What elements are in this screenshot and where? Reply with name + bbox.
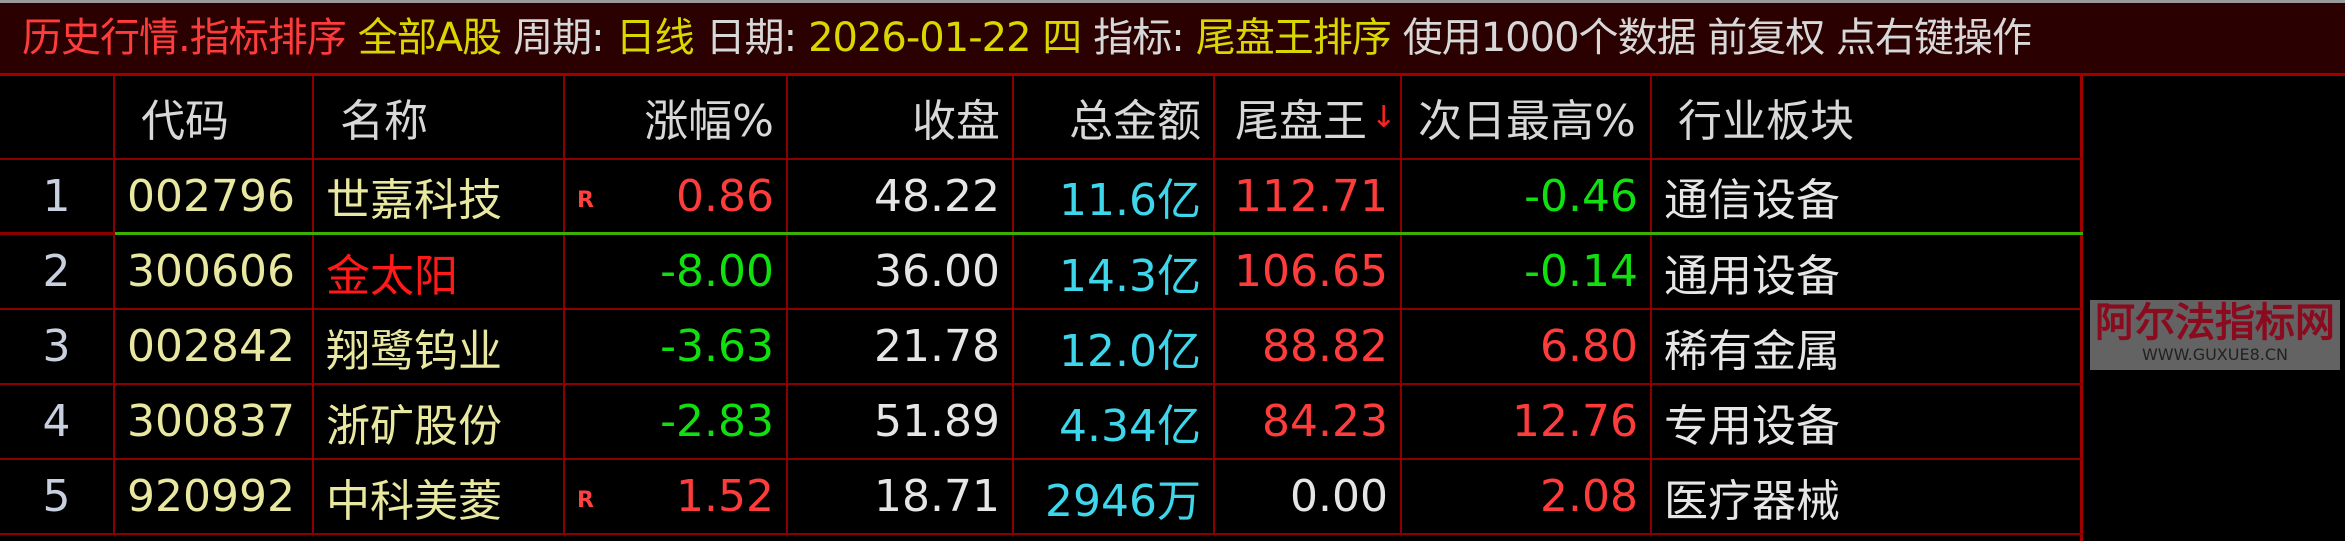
ranking-table: 代码 名称 涨幅% 收盘 总金额 尾盘王 ↓ 次日最高% 行业板块 1 002796… [0,76,2083,541]
close-price: 36.00 [788,235,1014,308]
stock-code: 002796 [115,160,314,232]
margin-r-badge: R [577,488,594,513]
change-pct: -8.00 [565,235,788,308]
indicator-label: 指标: [1093,15,1184,61]
total-amount: 2946万 [1014,460,1215,533]
stock-code: 300837 [115,385,314,458]
row-index: 3 [0,310,115,383]
arrow-down-icon: ↓ [1371,99,1397,135]
change-pct-value: -2.83 [660,396,774,447]
row-index: 4 [0,385,115,458]
next-high-pct: 2.08 [1402,460,1652,533]
industry: 通信设备 [1664,175,1840,226]
table-row[interactable]: 3 002842 翔鹭钨业 -3.63 21.78 12.0亿 88.82 6.80 稀有金属 [0,310,2083,385]
header-next-high[interactable]: 次日最高% [1402,76,1652,158]
total-amount: 14.3亿 [1014,235,1215,308]
watermark: 阿尔法指标网 WWW.GUXUE8.CN [2090,300,2340,370]
close-price: 48.22 [788,160,1014,232]
table-row[interactable]: 5 920992 中科美菱 R 1.52 18.71 2946万 0.00 2.08 医疗器械 [0,460,2083,535]
info-text: 使用1000个数据 前复权 点右键操作 [1402,15,2032,61]
next-high-pct: -0.14 [1402,235,1652,308]
header-amount[interactable]: 总金额 [1014,76,1215,158]
total-amount: 11.6亿 [1014,160,1215,232]
wpw-value: 88.82 [1215,310,1402,383]
stock-name: 金太阳 [314,235,565,308]
title-bar: 历史行情.指标排序 全部A股 周期: 日线 日期: 2026-01-22 四指标: 尾盘王排… [0,0,2345,76]
header-change[interactable]: 涨幅% [565,76,788,158]
market-selector[interactable]: 全部A股 [357,15,502,61]
close-price: 21.78 [788,310,1014,383]
close-price: 18.71 [788,460,1014,533]
table-row[interactable]: 1 002796 世嘉科技 R 0.86 48.22 11.6亿 112.71 -0.46 通信设… [0,160,2083,235]
stock-name: 浙矿股份 [314,385,565,458]
header-industry[interactable]: 行业板块 [1678,96,1854,147]
industry: 通用设备 [1664,250,1840,302]
header-code[interactable]: 代码 [115,76,314,158]
period-value[interactable]: 日线 [615,15,695,61]
total-amount: 4.34亿 [1014,385,1215,458]
stock-name: 中科美菱 [314,460,565,533]
change-pct: -3.63 [565,310,788,383]
margin-r-badge: R [577,188,594,213]
change-pct-value: 0.86 [676,170,774,222]
stock-name: 世嘉科技 [314,160,565,232]
table-row[interactable]: 4 300837 浙矿股份 -2.83 51.89 4.34亿 84.23 12.76 专用设备 [0,385,2083,460]
industry: 医疗器械 [1664,475,1840,527]
stock-code: 920992 [115,460,314,533]
total-amount: 12.0亿 [1014,310,1215,383]
header-wpw-label: 尾盘王 [1235,96,1367,147]
industry: 稀有金属 [1664,325,1840,377]
row-index: 2 [0,235,115,308]
stock-code: 300606 [115,235,314,308]
change-pct: R 1.52 [565,460,788,533]
change-pct-value: -3.63 [660,321,774,372]
table-row[interactable]: 2 300606 金太阳 -8.00 36.00 14.3亿 106.65 -0.14 通用设备 [0,235,2083,310]
header-index [0,76,115,158]
change-pct: -2.83 [565,385,788,458]
next-high-pct: 6.80 [1402,310,1652,383]
header-close[interactable]: 收盘 [788,76,1014,158]
header-name[interactable]: 名称 [314,76,565,158]
close-price: 51.89 [788,385,1014,458]
next-high-pct: -0.46 [1402,160,1652,232]
table-header: 代码 名称 涨幅% 收盘 总金额 尾盘王 ↓ 次日最高% 行业板块 [0,76,2083,160]
change-pct-value: 1.52 [676,471,774,522]
industry: 专用设备 [1664,400,1840,452]
watermark-text: 阿尔法指标网 [2095,300,2335,346]
stock-name: 翔鹭钨业 [314,310,565,383]
wpw-value: 84.23 [1215,385,1402,458]
row-index: 1 [0,160,115,232]
change-pct-value: -8.00 [660,246,774,297]
date-label: 日期: [705,15,797,61]
date-value[interactable]: 2026-01-22 四 [808,15,1082,61]
next-high-pct: 12.76 [1402,385,1652,458]
change-pct: R 0.86 [565,160,788,232]
watermark-url: WWW.GUXUE8.CN [2141,345,2288,364]
wpw-value: 0.00 [1215,460,1402,533]
indicator-value[interactable]: 尾盘王排序 [1195,15,1392,61]
row-index: 5 [0,460,115,533]
period-label: 周期: [513,15,604,61]
window-title: 历史行情.指标排序 [22,15,347,61]
wpw-value: 112.71 [1215,160,1402,232]
wpw-value: 106.65 [1215,235,1402,308]
stock-code: 002842 [115,310,314,383]
header-wpw[interactable]: 尾盘王 ↓ [1215,76,1402,158]
